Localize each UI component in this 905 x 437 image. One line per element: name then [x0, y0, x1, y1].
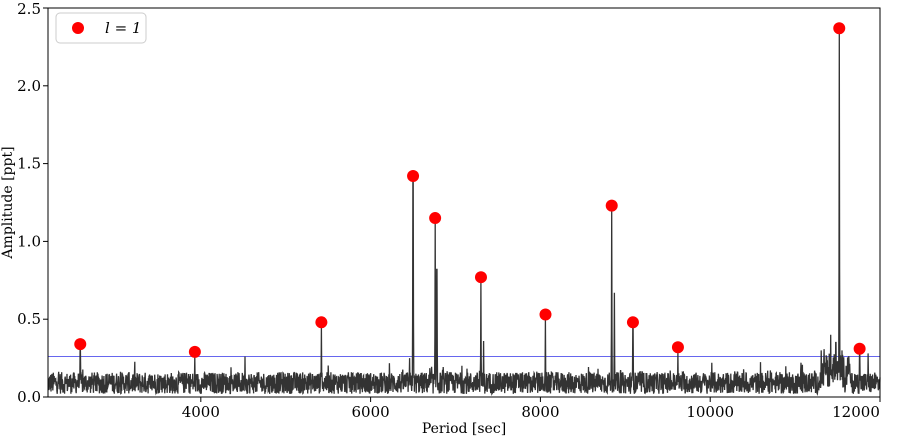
- x-axis: 4000 6000 8000 10000 12000: [182, 397, 881, 421]
- legend-box: [55, 12, 147, 44]
- y-tick-label: 0.0: [17, 388, 41, 406]
- y-axis-label: Amplitude [ppt]: [0, 146, 16, 259]
- peak-marker: [671, 341, 684, 354]
- legend: l = 1: [55, 12, 147, 44]
- y-tick-label: 2.0: [17, 77, 41, 95]
- x-tick-label: 6000: [352, 403, 390, 421]
- peak-markers: [74, 22, 866, 358]
- peak-marker: [429, 212, 442, 225]
- plot-frame: [47, 7, 881, 398]
- legend-label: l = 1: [105, 19, 141, 37]
- peak-marker: [188, 345, 201, 358]
- spectrum-line: [47, 32, 881, 397]
- y-tick-label: 0.5: [17, 310, 41, 328]
- peak-marker: [315, 316, 328, 329]
- y-tick-label: 1.0: [17, 232, 41, 250]
- peak-marker: [539, 308, 552, 321]
- peak-marker: [74, 338, 87, 351]
- legend-marker: [72, 22, 84, 34]
- x-axis-label: Period [sec]: [422, 421, 506, 437]
- peak-marker: [407, 170, 420, 183]
- y-axis: 0.0 0.5 1.0 1.5 2.0 2.5: [17, 0, 48, 406]
- y-tick-label: 1.5: [17, 155, 41, 173]
- peak-marker: [474, 271, 487, 284]
- peak-marker: [853, 342, 866, 355]
- x-tick-label: 8000: [521, 403, 559, 421]
- peak-marker: [833, 22, 846, 35]
- peak-marker: [605, 199, 618, 212]
- x-tick-label: 12000: [832, 403, 880, 421]
- x-tick-label: 10000: [686, 403, 734, 421]
- peak-marker: [626, 316, 639, 329]
- x-tick-label: 4000: [182, 403, 220, 421]
- plot-area: [47, 22, 881, 397]
- y-tick-label: 2.5: [17, 0, 41, 18]
